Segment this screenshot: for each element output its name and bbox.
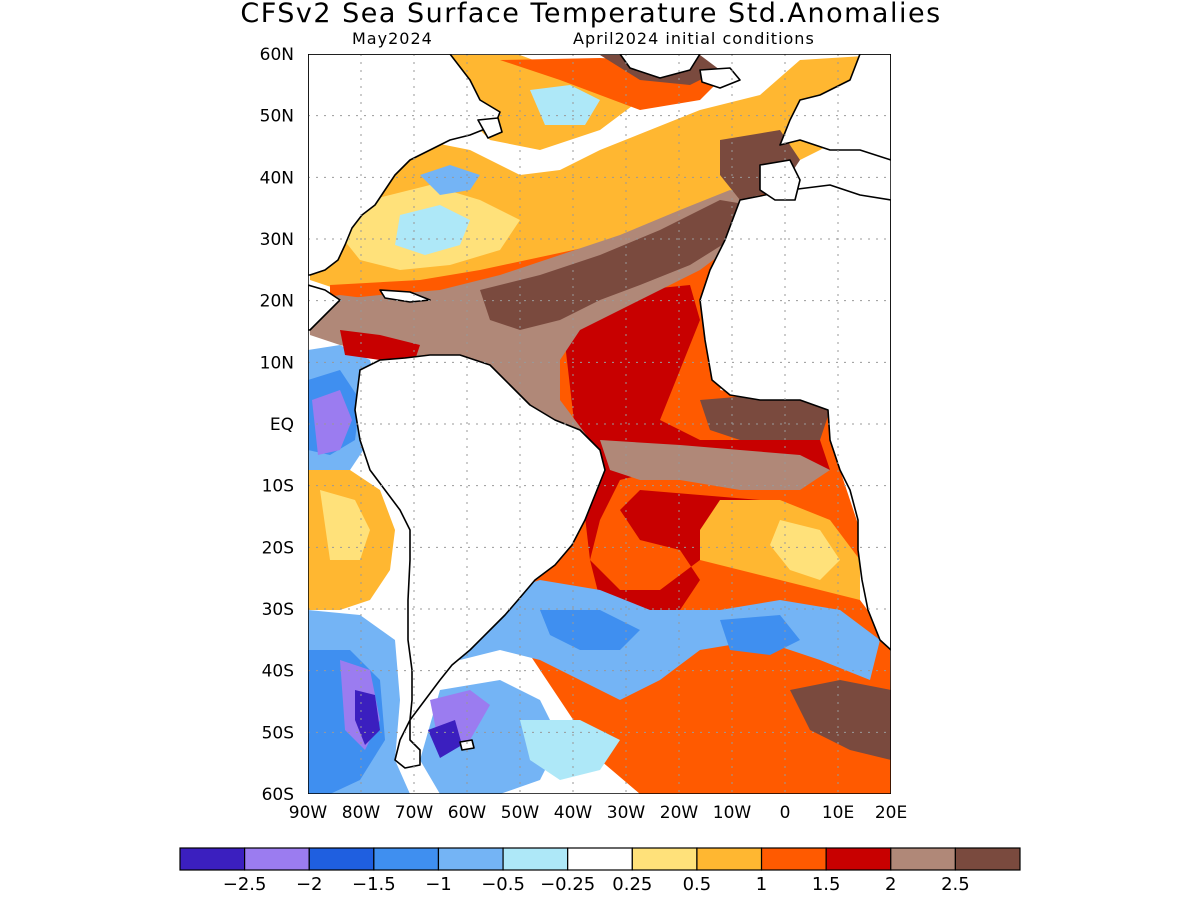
longitude-tick-label: 80W — [342, 803, 381, 823]
anomaly-region-labrador-cool — [530, 85, 600, 125]
land-iceland — [699, 67, 741, 89]
latitude-tick-label: 40N — [260, 168, 294, 188]
colorbar-swatch — [179, 847, 246, 871]
longitude-tick-label: 10W — [713, 803, 752, 823]
anomaly-region-drake-cool — [520, 720, 620, 780]
colorbar-tick-label: −0.5 — [481, 874, 525, 895]
latitude-tick-label: 50S — [262, 723, 294, 743]
land-newfoundland — [477, 117, 503, 139]
anomaly-region-east-pacific-strong — [312, 390, 352, 455]
colorbar-tick-label: 2 — [885, 874, 896, 895]
longitude-tick-label: 0 — [780, 803, 791, 823]
land-africa — [699, 184, 891, 651]
anomaly-region-north-atlantic-coolspot — [395, 205, 470, 255]
colorbar-swatch — [567, 847, 633, 871]
colorbar-tick-label: 2.5 — [941, 874, 970, 895]
colorbar-swatch — [825, 847, 892, 871]
colorbar-tick-label: −1.5 — [352, 874, 396, 895]
longitude-tick-label: 50W — [501, 803, 540, 823]
land-central-america — [308, 284, 341, 331]
latitude-tick-label: EQ — [270, 415, 294, 435]
longitude-tick-label: 90W — [289, 803, 328, 823]
anomaly-region-caribbean-red — [340, 330, 420, 360]
anomaly-region-patagonia-deep — [428, 720, 462, 758]
colorbar-swatch — [696, 847, 763, 871]
figure-title: CFSv2 Sea Surface Temperature Std.Anomal… — [240, 0, 941, 29]
latitude-tick-label: 10S — [262, 477, 294, 497]
anomaly-region-south-atlantic-cool-east — [720, 615, 800, 655]
latitude-axis-labels: 60N 50N 40N 30N 20N 10N EQ 10S 20S 30S 40S 50S 60S — [260, 45, 294, 805]
longitude-tick-label: 20E — [875, 803, 907, 823]
colorbar-tick-label: 0.25 — [612, 874, 652, 895]
land-iberia — [759, 159, 801, 201]
land-south-america — [354, 354, 606, 769]
lat-lon-grid — [308, 54, 891, 794]
latitude-tick-label: 50N — [260, 107, 294, 127]
colorbar-tick-label: −1 — [425, 874, 452, 895]
colorbar-swatch — [760, 847, 827, 871]
colorbar-swatch — [437, 847, 504, 871]
latitude-tick-label: 40S — [262, 662, 294, 682]
colorbar-swatch — [308, 847, 375, 871]
valid-month-label: May2024 — [352, 29, 433, 48]
anomaly-region-southeast-pacific-white — [320, 490, 370, 560]
anomaly-region-southern-ocean-brown — [790, 680, 891, 760]
latitude-tick-label: 10N — [260, 353, 294, 373]
longitude-tick-label: 60W — [448, 803, 487, 823]
anomaly-region-equatorial-brown — [600, 440, 830, 490]
longitude-tick-label: 40W — [554, 803, 593, 823]
land-falklands — [459, 739, 475, 751]
colorbar — [179, 847, 1021, 871]
colorbar-swatch — [502, 847, 569, 871]
initial-conditions-label: April2024 initial conditions — [573, 29, 815, 48]
latitude-tick-label: 30S — [262, 600, 294, 620]
longitude-tick-label: 10E — [822, 803, 854, 823]
latitude-tick-label: 20N — [260, 292, 294, 312]
longitude-axis-labels: 90W 80W 70W 60W 50W 40W 30W 20W 10W 0 10E 20E — [289, 803, 907, 823]
colorbar-tick-label: 1 — [756, 874, 767, 895]
anomaly-region-south-atlantic-white — [770, 520, 840, 580]
colorbar-tick-label: 0.5 — [683, 874, 712, 895]
longitude-tick-label: 70W — [395, 803, 434, 823]
land-greenland-tip — [619, 54, 701, 79]
colorbar-swatch — [373, 847, 440, 871]
latitude-tick-label: 60N — [260, 45, 294, 65]
colorbar-labels: −2.5 −2 −1.5 −1 −0.5 −0.25 0.25 0.5 1 1.5 2 2.5 — [223, 874, 970, 895]
colorbar-tick-label: 1.5 — [812, 874, 841, 895]
anomaly-region-south-atlantic-cool-deep — [540, 610, 640, 650]
colorbar-swatch — [244, 847, 310, 871]
land-north-america — [308, 54, 501, 276]
colorbar-tick-label: −2 — [296, 874, 323, 895]
longitude-tick-label: 30W — [607, 803, 646, 823]
anomaly-region-subtropical-darkbrown — [480, 200, 750, 330]
colorbar-tick-label: −2.5 — [223, 874, 267, 895]
anomaly-region-gulf-stream-blue — [420, 165, 480, 195]
latitude-tick-label: 30N — [260, 230, 294, 250]
map-area — [308, 54, 891, 794]
land-europe — [779, 54, 891, 161]
colorbar-swatch — [890, 847, 956, 871]
colorbar-swatch — [954, 847, 1021, 871]
latitude-tick-label: 20S — [262, 538, 294, 558]
latitude-tick-label: 60S — [262, 785, 294, 805]
land-masses — [308, 54, 891, 769]
colorbar-tick-label: −0.25 — [540, 874, 595, 895]
longitude-tick-label: 20W — [660, 803, 699, 823]
colorbar-swatch — [631, 847, 698, 871]
